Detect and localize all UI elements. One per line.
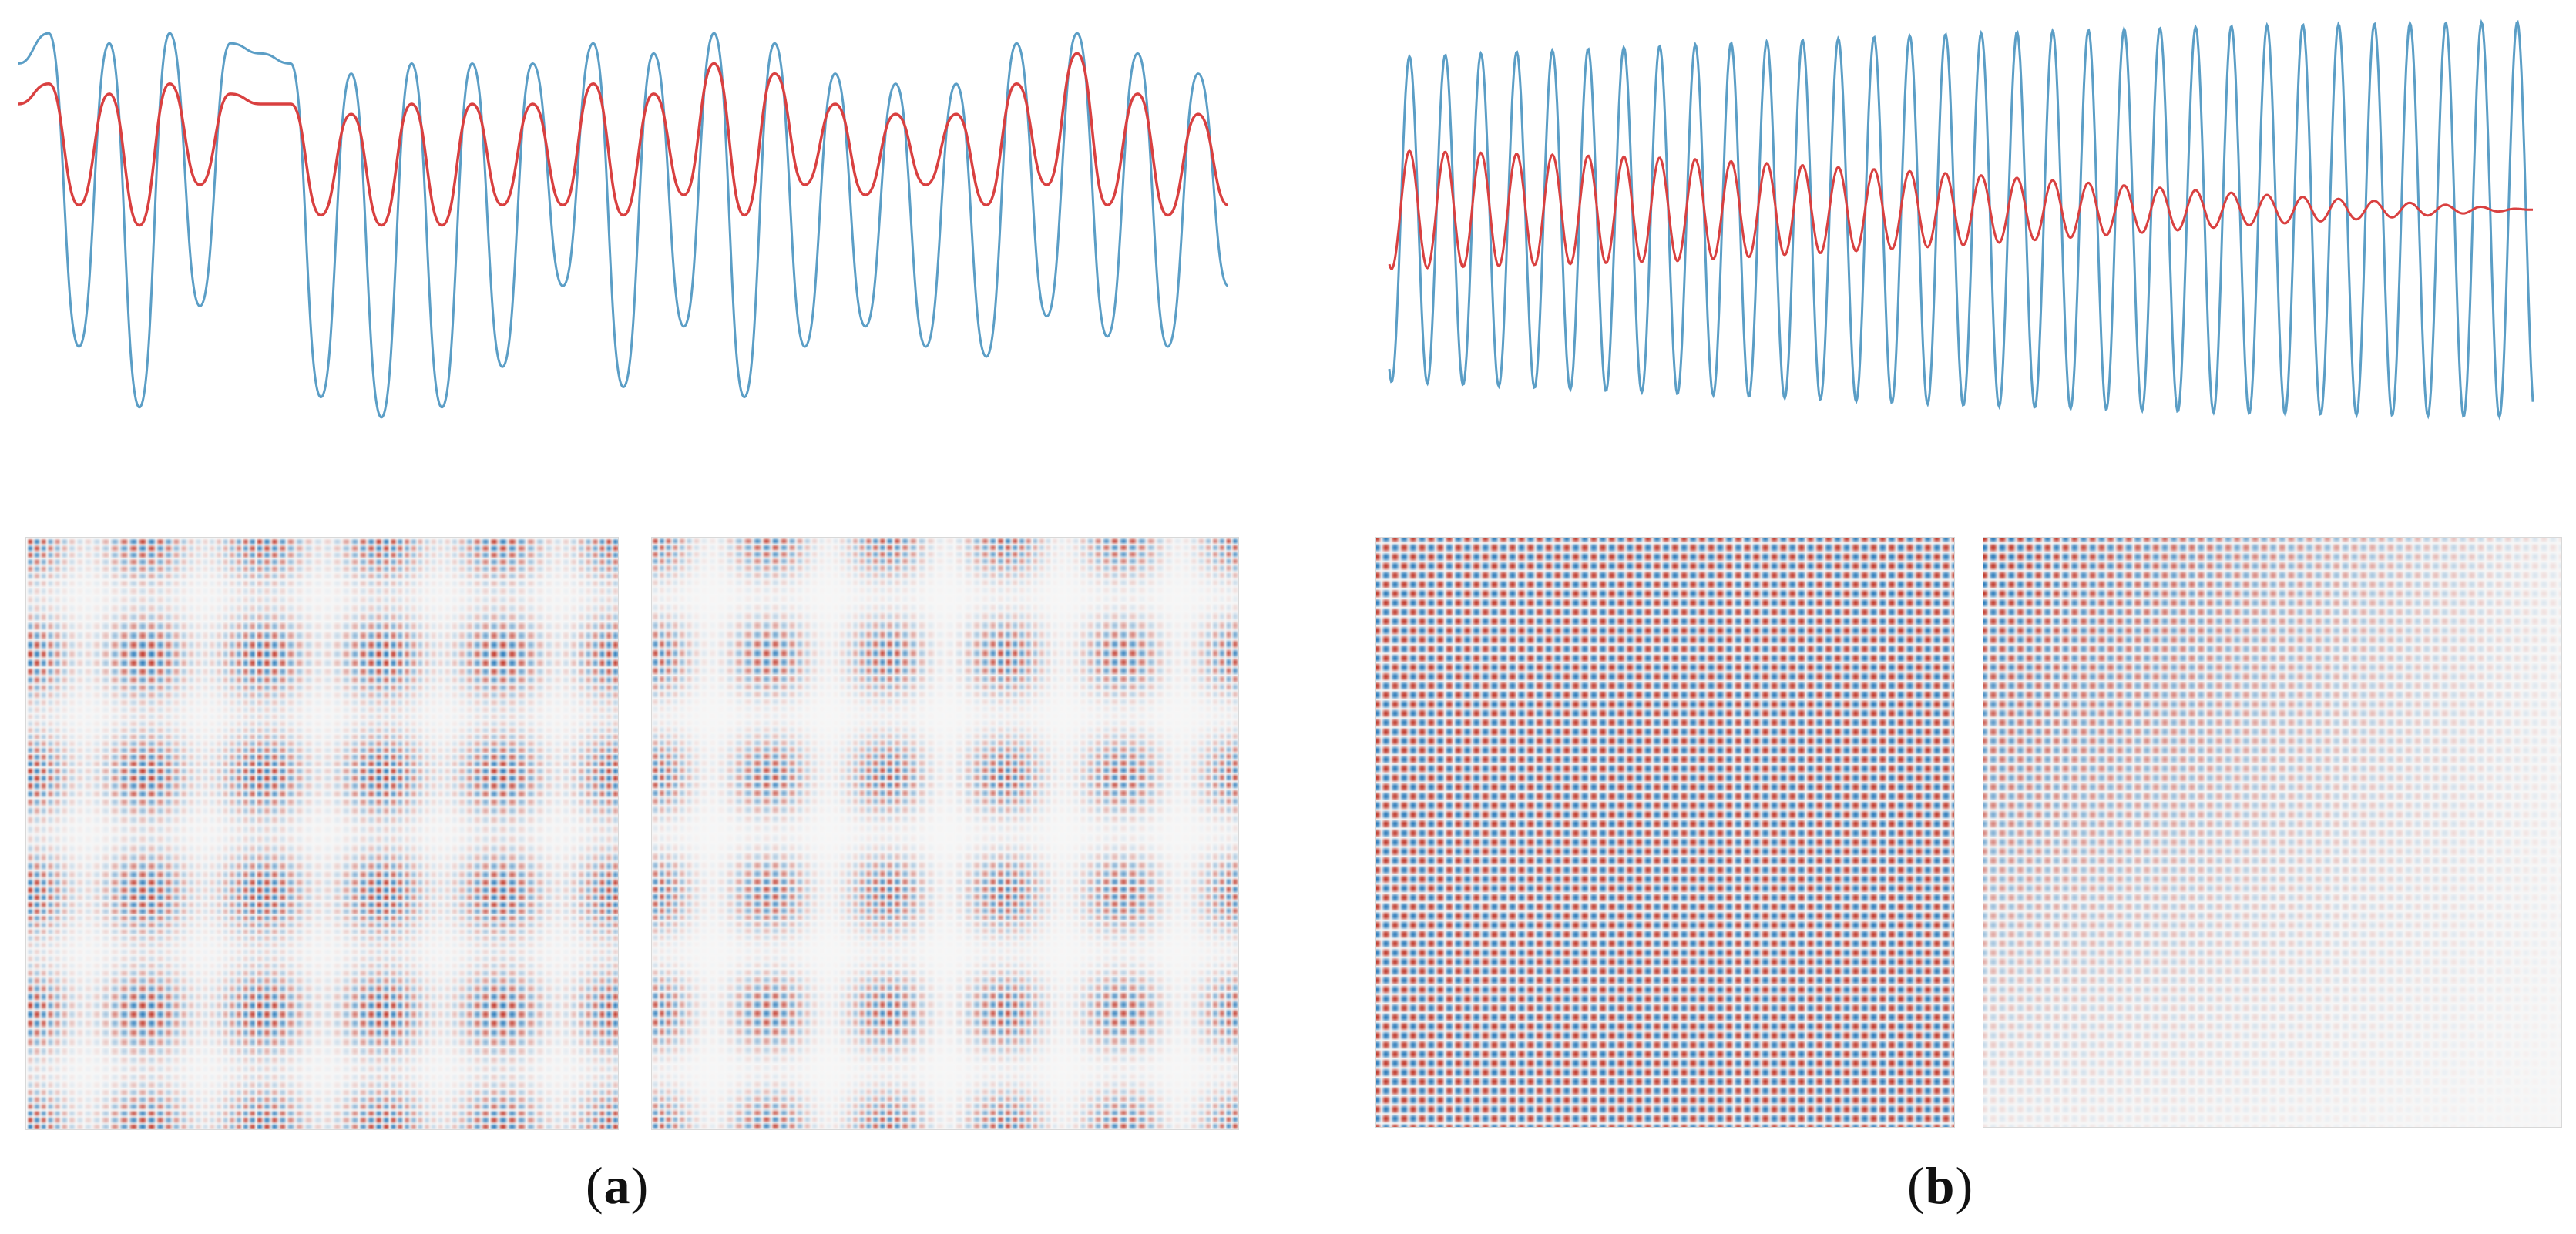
series-line-original (18, 32, 1230, 419)
caption-a: (a) (586, 1155, 649, 1216)
caption-b-close: ) (1955, 1156, 1974, 1215)
panel-b-heatmap-left (1375, 537, 1955, 1128)
caption-b-letter: b (1925, 1156, 1956, 1215)
caption-a-close: ) (630, 1156, 650, 1215)
panel-a-line-chart (11, 15, 1236, 435)
heatmap-canvas (652, 538, 1238, 1129)
panel-b-line-svg (1388, 18, 2534, 421)
panel-a-line-svg (18, 32, 1230, 419)
panel-b-heatmap-right (1983, 537, 2562, 1128)
caption-b: (b) (1907, 1155, 1973, 1216)
series-line-filtered (1388, 149, 2533, 270)
caption-b-open: ( (1907, 1156, 1926, 1215)
panel-a-heatmap-left (25, 537, 619, 1130)
heatmap-canvas (1376, 538, 1954, 1127)
caption-a-letter: a (603, 1156, 631, 1215)
panel-b-line-chart (1383, 15, 2539, 424)
caption-a-open: ( (586, 1156, 604, 1215)
series-line-original (1388, 18, 2534, 421)
heatmap-canvas (26, 538, 618, 1129)
series-line-filtered (18, 52, 1229, 227)
heatmap-canvas (1983, 538, 2561, 1127)
panel-a-heatmap-right (651, 537, 1239, 1130)
